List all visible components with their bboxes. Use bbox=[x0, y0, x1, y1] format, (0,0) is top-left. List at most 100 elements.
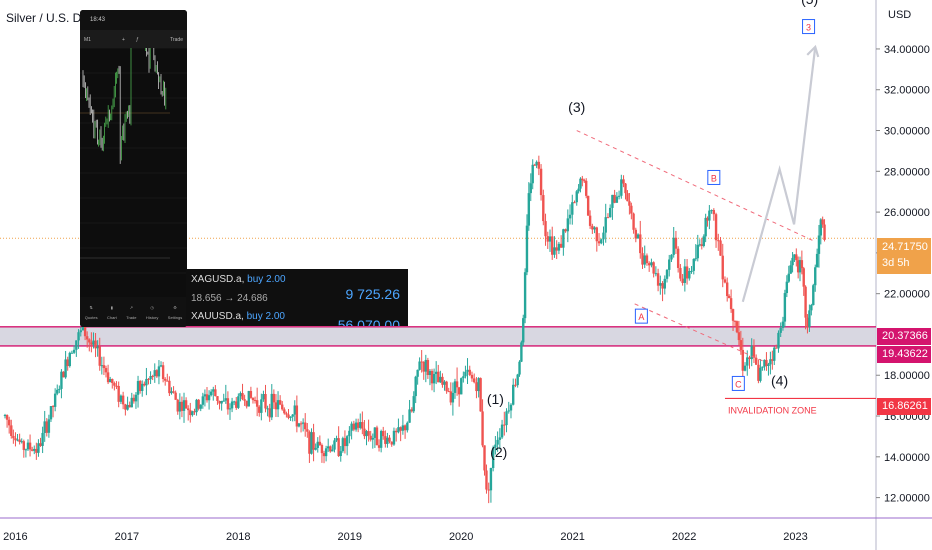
candle-body bbox=[320, 445, 324, 454]
candle-body bbox=[369, 435, 372, 440]
candle-body bbox=[22, 441, 26, 450]
candle-body bbox=[232, 401, 236, 403]
x-tick-label: 2020 bbox=[449, 531, 473, 543]
candle-body bbox=[685, 266, 689, 279]
candle-body bbox=[184, 400, 188, 409]
phone-timeframe: M1 bbox=[84, 37, 91, 43]
candle-body bbox=[679, 267, 682, 279]
candle-body bbox=[453, 381, 457, 393]
indicator-icon: ƒ bbox=[136, 37, 139, 43]
candle-body bbox=[696, 245, 699, 259]
candle-body bbox=[581, 178, 584, 181]
candle-body bbox=[18, 439, 21, 443]
candle-body bbox=[777, 332, 780, 349]
candle-body bbox=[224, 398, 228, 401]
zone-low-badge: 19.43622 bbox=[877, 346, 931, 363]
candle-body bbox=[121, 395, 125, 405]
candle-body bbox=[172, 391, 175, 393]
candle-body bbox=[130, 397, 133, 408]
candle-body bbox=[209, 391, 213, 396]
candle-body bbox=[16, 439, 19, 441]
candle-body bbox=[94, 340, 97, 349]
candle-body bbox=[30, 449, 34, 451]
candle-body bbox=[375, 427, 379, 446]
candle-body bbox=[503, 424, 506, 426]
candle-body bbox=[748, 357, 751, 360]
y-tick-label: 34.00000 bbox=[884, 44, 930, 56]
candle-body bbox=[134, 394, 138, 402]
candle-body bbox=[24, 449, 28, 451]
candle-body bbox=[359, 422, 362, 428]
x-tick-label: 2017 bbox=[115, 531, 139, 543]
phone-screenshot: 18:43 M1 + ƒ Trade ⇅ Quotes ▮ Chart ↗ Trade… bbox=[80, 10, 187, 327]
y-tick-label: 30.00000 bbox=[884, 126, 930, 138]
candle-body bbox=[717, 240, 720, 242]
candle-body bbox=[773, 347, 776, 361]
candle-body bbox=[20, 441, 23, 443]
candle-body bbox=[514, 384, 517, 386]
candle-body bbox=[262, 394, 265, 400]
candle-body bbox=[806, 317, 809, 327]
candle-body bbox=[96, 346, 99, 349]
candle-body bbox=[214, 389, 217, 397]
candle-body bbox=[741, 349, 745, 371]
candle-body bbox=[241, 393, 244, 400]
candle-body bbox=[575, 191, 578, 203]
candle-body bbox=[145, 378, 148, 386]
candle-body bbox=[566, 218, 570, 232]
candle-body bbox=[235, 401, 238, 408]
candle-body bbox=[430, 370, 434, 384]
candle-body bbox=[218, 400, 221, 404]
candle-body bbox=[418, 361, 421, 370]
candle-body bbox=[329, 446, 332, 452]
candle-body bbox=[45, 421, 48, 433]
candle-body bbox=[787, 273, 790, 282]
candle-body bbox=[324, 448, 328, 457]
candle-body bbox=[531, 164, 534, 184]
candle-body bbox=[88, 339, 91, 343]
candle-body bbox=[654, 273, 658, 275]
candle-body bbox=[136, 381, 140, 395]
candle-body bbox=[166, 380, 169, 382]
candle-body bbox=[479, 378, 482, 412]
candle-body bbox=[318, 441, 322, 446]
candle-body bbox=[157, 366, 161, 377]
wave-label: (5) bbox=[801, 0, 818, 7]
candle-body bbox=[138, 381, 142, 391]
candle-body bbox=[451, 392, 455, 403]
candle-body bbox=[516, 374, 519, 386]
candle-body bbox=[367, 431, 370, 436]
invalidation-label: INVALIDATION ZONE bbox=[728, 405, 817, 415]
candle-body bbox=[7, 419, 11, 426]
candle-body bbox=[771, 359, 774, 361]
candle-body bbox=[729, 298, 733, 310]
candle-body bbox=[537, 161, 541, 169]
candle-body bbox=[802, 268, 805, 287]
candle-body bbox=[518, 361, 521, 375]
last-price-badge: 24.71750 3d 5h bbox=[877, 238, 931, 274]
candle-body bbox=[475, 382, 478, 392]
candle-body bbox=[761, 366, 764, 368]
candle-body bbox=[178, 401, 182, 412]
candle-body bbox=[791, 257, 794, 266]
candle-body bbox=[613, 194, 616, 203]
phone-nav-label: Trade bbox=[126, 314, 137, 320]
candle-body bbox=[420, 361, 423, 363]
candle-body bbox=[767, 364, 770, 366]
candle-body bbox=[283, 409, 286, 414]
candle-body bbox=[155, 370, 159, 377]
candle-body bbox=[498, 437, 502, 440]
candle-body bbox=[683, 266, 687, 283]
phone-status-bar: 18:43 bbox=[80, 10, 187, 30]
candle-body bbox=[230, 401, 234, 409]
candle-body bbox=[523, 272, 527, 319]
candle-body bbox=[462, 376, 465, 379]
candle-body bbox=[356, 422, 360, 428]
candle-body bbox=[647, 263, 651, 266]
candle-body bbox=[604, 217, 607, 233]
candle-body bbox=[470, 374, 474, 379]
candle-body bbox=[800, 260, 804, 269]
candle-body bbox=[79, 330, 82, 333]
candle-body bbox=[272, 393, 276, 403]
